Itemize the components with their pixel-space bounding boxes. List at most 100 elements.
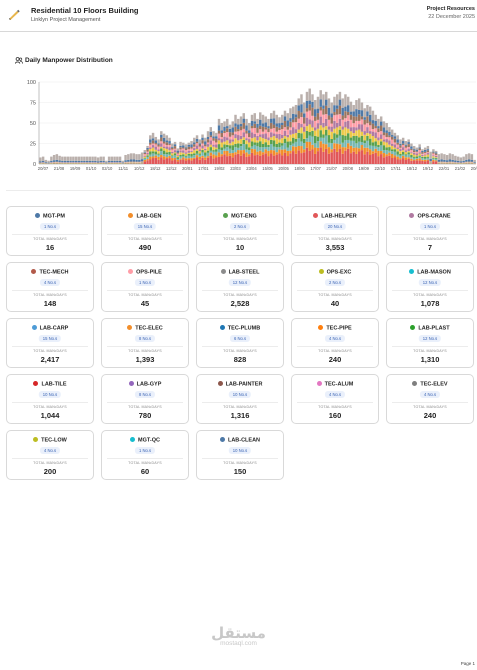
bar-segment [80, 156, 83, 161]
bar-segment [261, 143, 265, 148]
bar-segment [357, 129, 361, 138]
bar-segment [349, 119, 353, 128]
bar-segment [234, 143, 237, 148]
bar-segment [85, 160, 89, 163]
bar-segment [324, 105, 328, 115]
bar-segment [297, 129, 300, 133]
bar-segment [294, 141, 298, 147]
bar-segment [379, 139, 383, 142]
bar-segment [385, 137, 388, 140]
bar-segment [173, 159, 177, 164]
bar-segment [149, 148, 152, 152]
bar-segment [404, 160, 408, 164]
bar-segment [190, 151, 193, 154]
bar-segment [209, 155, 213, 164]
bar-segment [187, 153, 191, 156]
x-tick-label: 20/05 [278, 166, 289, 171]
bar-segment [72, 160, 75, 163]
page-number: Page 1 [460, 661, 475, 666]
bar-segment [168, 150, 171, 152]
bar-segment [184, 160, 188, 164]
bar-segment [355, 130, 358, 136]
bar-segment [253, 155, 256, 164]
bar-segment [330, 131, 333, 139]
bar-segment [217, 140, 221, 145]
bar-segment [322, 114, 325, 123]
bar-segment [388, 135, 391, 138]
total-label: TOTAL MAN•DAYS [413, 293, 447, 297]
resource-card: LAB-CLEAN 10 No.s TOTAL MAN•DAYS 150 [196, 430, 284, 480]
bar-segment [451, 154, 454, 160]
bar-segment [393, 144, 397, 148]
bar-segment [239, 124, 243, 127]
bar-segment [294, 133, 298, 139]
bar-segment [286, 126, 289, 130]
bar-segment [341, 147, 344, 154]
bar-segment [302, 138, 306, 144]
bar-segment [168, 155, 171, 159]
bar-segment [160, 151, 163, 155]
bar-segment [418, 155, 421, 157]
bar-segment [261, 131, 265, 135]
card-divider [107, 290, 183, 291]
bar-segment [360, 141, 364, 146]
bar-segment [168, 158, 171, 164]
bar-segment [349, 153, 353, 164]
watermark-arabic: مستقل [211, 624, 266, 642]
bar-segment [302, 126, 306, 132]
bar-segment [226, 132, 229, 138]
bar-segment [245, 138, 248, 141]
bar-segment [165, 148, 169, 153]
card-divider [12, 346, 88, 347]
bar-segment [176, 155, 180, 156]
bar-segment [102, 156, 105, 161]
bar-segment [324, 118, 328, 127]
bar-segment [264, 146, 267, 150]
bar-segment [204, 148, 207, 151]
bar-segment [412, 159, 416, 161]
bar-segment [259, 129, 262, 135]
bar-segment [410, 157, 413, 159]
bar-segment [300, 153, 303, 164]
bar-segment [138, 159, 141, 162]
bar-segment [426, 157, 430, 160]
bar-segment [228, 124, 232, 129]
bar-segment [151, 132, 155, 139]
bar-segment [297, 150, 300, 164]
bar-segment [272, 124, 276, 129]
total-label: TOTAL MAN•DAYS [318, 237, 352, 241]
x-tick-label: 19/02 [214, 166, 225, 171]
x-tick-label: 19/12 [423, 166, 434, 171]
bar-segment [226, 150, 229, 157]
bar-segment [270, 137, 273, 140]
bar-segment [319, 110, 322, 117]
bar-segment [357, 137, 361, 142]
bar-segment [286, 134, 289, 138]
bar-segment [94, 160, 97, 163]
bar-segment [272, 133, 276, 137]
bar-segment [231, 141, 234, 146]
bar-segment [399, 151, 402, 154]
bar-segment [368, 145, 372, 150]
bar-segment [264, 122, 267, 128]
bar-segment [151, 147, 155, 152]
bar-segment [94, 156, 97, 161]
bar-segment [165, 154, 169, 158]
bar-segment [234, 154, 237, 164]
bar-segment [267, 147, 270, 151]
bar-segment [151, 151, 155, 154]
bar-segment [223, 150, 226, 155]
bar-segment [171, 160, 174, 164]
bar-segment [432, 152, 435, 154]
bar-segment [404, 141, 408, 145]
resource-count-badge: 1 No.s [134, 279, 156, 286]
bar-segment [160, 154, 163, 158]
bar-segment [253, 137, 256, 143]
bar-segment [396, 142, 399, 145]
bar-segment [157, 151, 160, 154]
resource-name: MGT-ENG [197, 213, 283, 220]
bar-segment [412, 149, 416, 151]
x-tick-label: 20/01 [182, 166, 193, 171]
bar-segment [193, 153, 196, 156]
bar-segment [324, 129, 328, 136]
